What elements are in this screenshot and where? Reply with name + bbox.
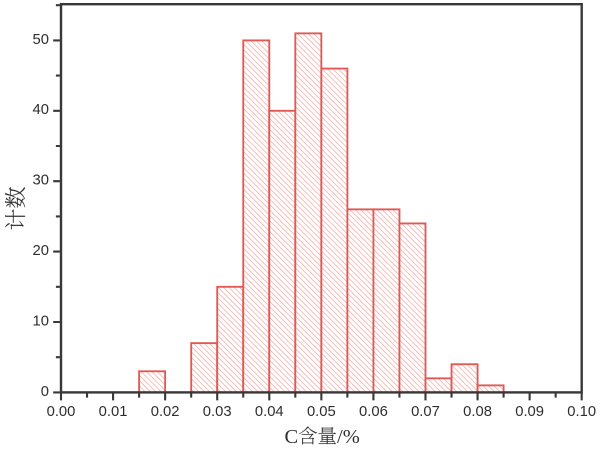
svg-text:/%: /% bbox=[337, 426, 360, 448]
svg-text:50: 50 bbox=[33, 32, 49, 48]
svg-text:C: C bbox=[285, 426, 299, 448]
svg-text:10: 10 bbox=[33, 313, 49, 329]
svg-text:40: 40 bbox=[33, 102, 49, 118]
svg-text:0.03: 0.03 bbox=[203, 404, 232, 420]
svg-text:0.02: 0.02 bbox=[151, 404, 180, 420]
svg-text:0.10: 0.10 bbox=[567, 404, 596, 420]
svg-text:0.00: 0.00 bbox=[47, 404, 76, 420]
svg-text:0.01: 0.01 bbox=[99, 404, 128, 420]
svg-text:0: 0 bbox=[41, 384, 49, 400]
svg-text:0.07: 0.07 bbox=[411, 404, 440, 420]
svg-text:0.04: 0.04 bbox=[255, 404, 284, 420]
svg-text:20: 20 bbox=[33, 243, 49, 259]
svg-text:0.06: 0.06 bbox=[359, 404, 388, 420]
svg-text:0.08: 0.08 bbox=[463, 404, 492, 420]
svg-text:0.05: 0.05 bbox=[307, 404, 336, 420]
svg-text:30: 30 bbox=[33, 173, 49, 189]
svg-text:0.09: 0.09 bbox=[515, 404, 544, 420]
